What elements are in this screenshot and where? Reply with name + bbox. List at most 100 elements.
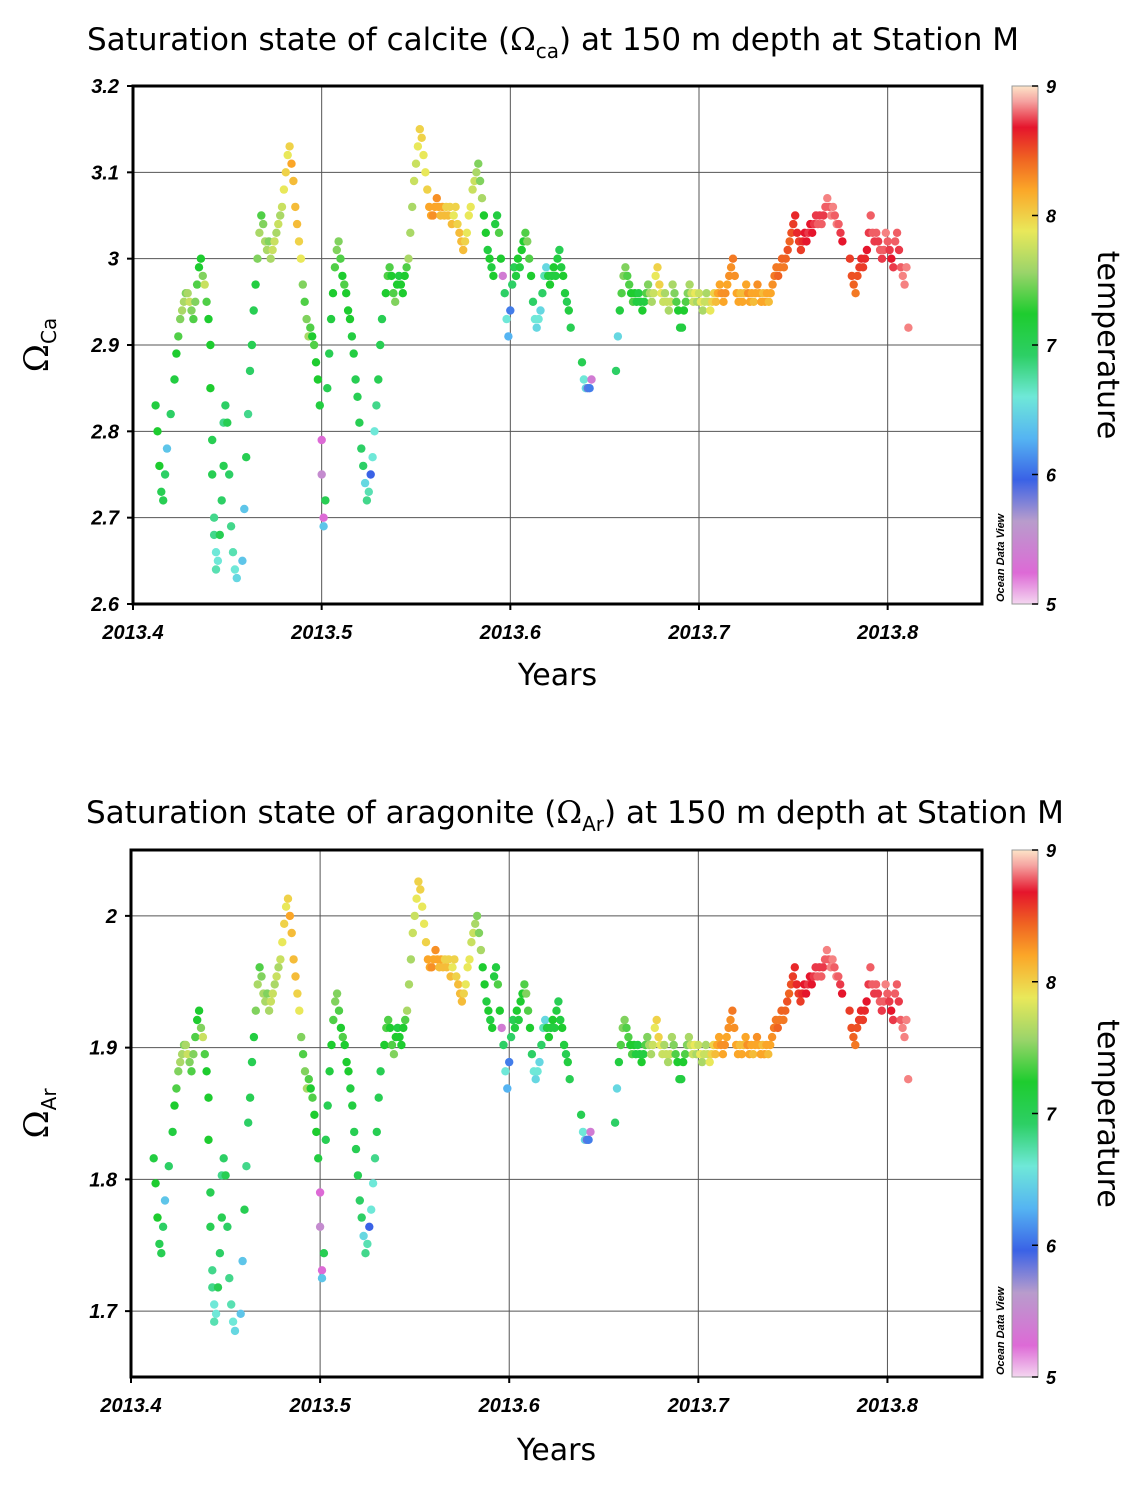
data-point [270, 980, 279, 989]
data-point [738, 297, 747, 306]
data-point [193, 1015, 202, 1025]
data-point [498, 271, 507, 281]
data-point [877, 254, 887, 263]
data-point [491, 963, 501, 972]
data-point [525, 254, 534, 263]
data-point [749, 1050, 758, 1059]
data-point [402, 1006, 412, 1015]
data-point [585, 384, 594, 393]
data-point [174, 332, 183, 341]
data-point [650, 1023, 659, 1033]
data-point [362, 496, 372, 505]
data-point [791, 211, 800, 220]
data-point [381, 289, 390, 298]
data-point [287, 928, 296, 938]
data-point [719, 297, 728, 306]
data-point [679, 1057, 688, 1067]
data-point [494, 228, 504, 237]
data-point [715, 280, 724, 289]
data-point [720, 1040, 729, 1050]
data-point [728, 1006, 737, 1015]
data-point [389, 1050, 399, 1059]
y-tick-label: 2.6 [90, 594, 120, 616]
data-point [200, 280, 209, 289]
data-point [663, 1057, 673, 1067]
data-point [431, 945, 440, 955]
data-point [517, 245, 526, 255]
data-point [408, 928, 417, 938]
data-point [372, 1127, 381, 1137]
data-point [576, 1110, 586, 1120]
data-point [206, 1188, 215, 1197]
data-point [672, 297, 681, 306]
colorbar-tick-label: 6 [1046, 1236, 1057, 1256]
data-point [176, 314, 185, 324]
data-point [513, 254, 523, 263]
data-point [531, 1075, 540, 1084]
data-point [338, 1032, 347, 1042]
data-point [792, 228, 802, 237]
data-point [247, 340, 257, 350]
data-point [502, 314, 511, 324]
data-point [505, 1057, 514, 1067]
data-point [242, 1162, 251, 1171]
data-point [858, 1015, 868, 1025]
colorbar-tick-label: 7 [1046, 1105, 1057, 1125]
data-point [474, 928, 484, 938]
data-point [155, 461, 164, 471]
data-point [349, 349, 358, 358]
data-point [508, 280, 517, 289]
data-point [527, 1050, 537, 1059]
chart-title: Saturation state of aragonite (ΩAr) at 1… [86, 795, 1064, 836]
data-point [368, 453, 377, 462]
y-tick-label: 1.7 [89, 1301, 118, 1323]
data-point [158, 1222, 168, 1232]
data-point [667, 1032, 677, 1042]
plot-area [131, 850, 982, 1377]
data-point [660, 1040, 669, 1050]
data-point [385, 1023, 395, 1033]
data-point [321, 496, 330, 505]
data-point [412, 894, 421, 903]
chart-title-text-end: ) at 150 m depth at Station M [604, 795, 1064, 831]
data-point [255, 963, 264, 972]
data-point [289, 955, 298, 964]
data-point [817, 972, 826, 981]
data-point [189, 1050, 198, 1059]
data-point [773, 1023, 782, 1033]
data-point [660, 289, 670, 298]
data-point [697, 1057, 707, 1067]
data-point [615, 306, 624, 315]
colorbar-gradient [1011, 849, 1039, 1378]
data-point [534, 314, 543, 324]
data-point [210, 1300, 219, 1309]
data-point [493, 980, 503, 989]
data-point [306, 1084, 315, 1093]
data-point [681, 297, 690, 306]
data-point [904, 1075, 913, 1084]
data-point [472, 168, 481, 177]
data-point [181, 1040, 190, 1050]
data-point [768, 280, 777, 289]
data-point [823, 194, 832, 203]
data-points [151, 125, 913, 583]
data-point [559, 271, 568, 281]
data-point [900, 280, 909, 289]
data-point [208, 1266, 217, 1275]
data-point [537, 1040, 546, 1050]
data-point [587, 375, 596, 384]
data-point [187, 1067, 196, 1076]
data-point [752, 1032, 762, 1042]
data-point [313, 375, 323, 384]
data-point [414, 877, 423, 886]
data-point [226, 522, 236, 531]
data-point [194, 263, 204, 272]
data-point [484, 1006, 493, 1015]
data-point [400, 271, 409, 281]
data-point [336, 254, 345, 263]
data-point [612, 1084, 622, 1093]
data-point [232, 573, 241, 583]
data-point [677, 323, 687, 332]
data-point [653, 263, 662, 272]
data-point [613, 332, 623, 341]
